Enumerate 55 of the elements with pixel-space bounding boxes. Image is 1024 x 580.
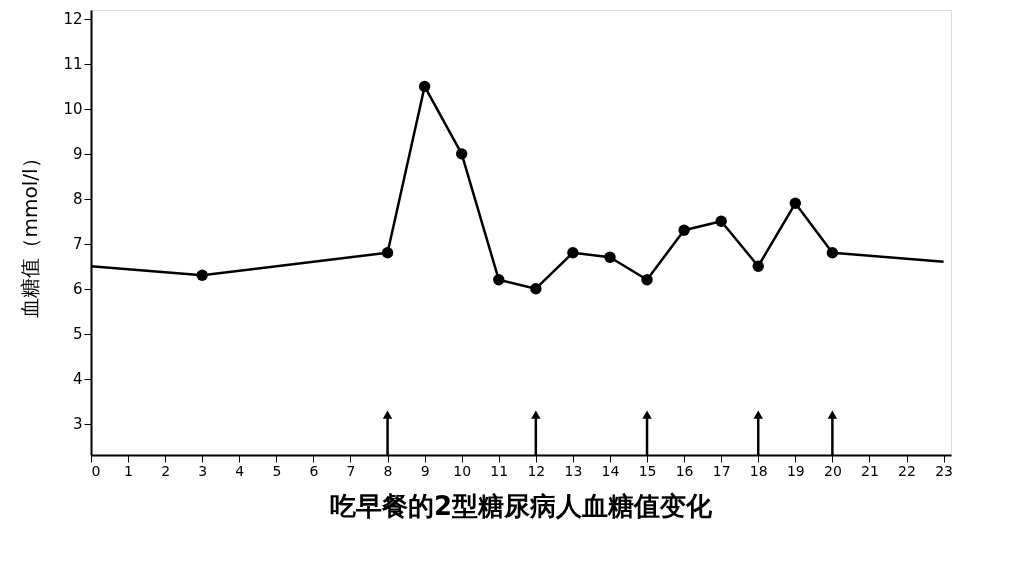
- point: [531, 410, 541, 419]
- x-tick-label: 2: [161, 462, 171, 479]
- x-tick-label: 20: [823, 462, 842, 479]
- x-tick-label: 17: [712, 462, 731, 479]
- x-tick-label: 1: [124, 462, 134, 479]
- x-tick-label: 9: [420, 462, 430, 479]
- y-tick-label: 4: [72, 370, 83, 389]
- point: [530, 283, 542, 295]
- y-axis-title: 血糖值（mmol/l）: [18, 148, 43, 318]
- x-tick-label: 11: [490, 462, 509, 479]
- x-tick-label: 3: [198, 462, 208, 479]
- x-tick-label: 0: [91, 462, 101, 479]
- point: [753, 410, 763, 419]
- x-tick-label: 8: [383, 462, 393, 479]
- x-tick-label: 21: [861, 462, 879, 479]
- x-tick-label: 14: [601, 462, 620, 479]
- y-tick-label: 9: [72, 145, 83, 164]
- x-tick-label: 6: [309, 462, 319, 479]
- x-tick-label: 23: [935, 462, 953, 479]
- x-tick-label: 4: [235, 462, 245, 479]
- point: [455, 148, 468, 160]
- point: [715, 215, 727, 227]
- x-tick-label: 19: [786, 462, 805, 479]
- point: [641, 274, 653, 286]
- point: [752, 260, 764, 272]
- point: [418, 80, 431, 93]
- point: [493, 274, 505, 286]
- point: [642, 410, 652, 419]
- y-tick-label: 11: [63, 55, 83, 74]
- x-tick-label: 7: [346, 462, 356, 479]
- x-tick-label: 10: [453, 462, 472, 479]
- x-tick-label: 18: [749, 462, 768, 479]
- point: [567, 247, 579, 259]
- point: [827, 410, 838, 419]
- point: [382, 410, 393, 419]
- point: [196, 269, 208, 281]
- y-tick-label: 3: [72, 415, 83, 434]
- point: [604, 251, 616, 263]
- text: 吃早餐的2型糖尿病人血糖值变化: [329, 491, 714, 521]
- point: [678, 224, 690, 236]
- x-tick-label: 5: [272, 462, 282, 479]
- x-tick-label: 22: [898, 462, 916, 479]
- x-tick-label: 15: [638, 462, 657, 479]
- y-tick-label: 7: [72, 235, 83, 254]
- x-tick-label: 16: [675, 462, 694, 479]
- x-tick-label: 12: [527, 462, 546, 479]
- y-tick-label: 5: [72, 325, 83, 344]
- y-tick-label: 12: [63, 10, 83, 29]
- point: [789, 197, 802, 209]
- point: [826, 247, 839, 259]
- y-tick-label: 8: [72, 190, 83, 209]
- x-tick-label: 13: [564, 462, 583, 479]
- y-tick-label: 6: [72, 280, 83, 299]
- point: [381, 247, 394, 259]
- y-tick-label: 10: [63, 100, 83, 119]
